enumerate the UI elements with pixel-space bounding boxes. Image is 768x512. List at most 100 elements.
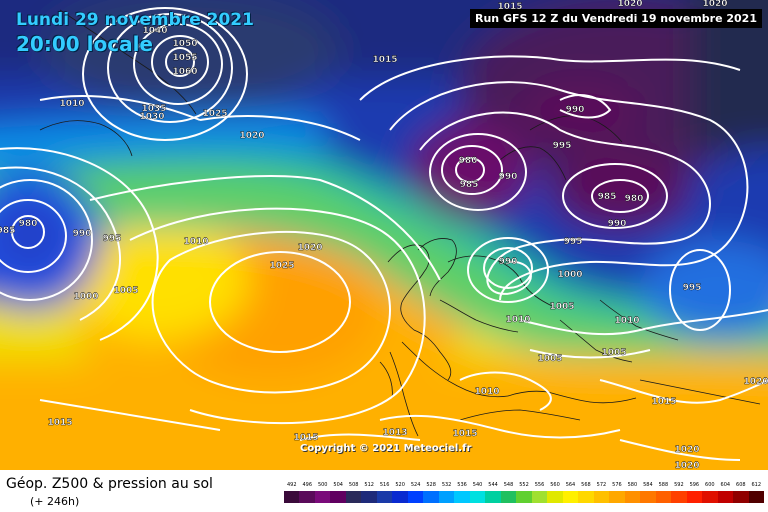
- forecast-date: Lundi 29 novembre 2021: [16, 10, 254, 30]
- isobar-label: 1050: [172, 39, 197, 49]
- scale-swatch: [655, 491, 672, 503]
- scale-label: 600: [705, 482, 715, 488]
- isobar-label: 995: [103, 234, 122, 244]
- scale-swatch: [717, 491, 734, 503]
- scale-swatch: [392, 491, 408, 503]
- scale-swatch: [733, 491, 749, 503]
- scale-label: 536: [457, 482, 467, 488]
- isobar-label: 1020: [297, 243, 322, 253]
- scale-label: 580: [627, 482, 638, 488]
- scale-swatch: [361, 491, 377, 503]
- isobar-label: 995: [683, 283, 702, 293]
- scale-swatch: [345, 491, 362, 503]
- isobar-label: 985: [0, 226, 15, 236]
- scale-swatch: [593, 491, 610, 503]
- isobar-label: 980: [19, 219, 38, 229]
- isobar-label: 1010: [183, 237, 208, 247]
- isobar-label: 1010: [614, 316, 639, 326]
- isobar-label: 1015: [293, 433, 318, 443]
- color-scale: 492 496 500 504 508 512 516 520 524 528 532 536 540 5…: [284, 480, 765, 506]
- scale-swatch: [407, 491, 424, 503]
- isobar-label: 1005: [549, 302, 574, 312]
- isobar-label: 990: [608, 219, 627, 229]
- isobar-label: 1020: [674, 445, 699, 455]
- scale-swatch: [469, 491, 486, 503]
- isobar-label: 980: [625, 194, 644, 204]
- color-scale-labels: 492 496 500 504 508 512 516 520 524 528 532 536 540 5…: [284, 480, 764, 490]
- scale-swatch: [547, 491, 563, 503]
- isobar-label: 990: [499, 257, 518, 267]
- scale-swatch: [454, 491, 470, 503]
- isobar-label: 1005: [113, 286, 138, 296]
- forecast-local-time: 20:00 locale: [16, 32, 153, 56]
- scale-label: 496: [302, 482, 312, 488]
- scale-swatch: [531, 491, 548, 503]
- isobar-label: 1000: [557, 270, 582, 280]
- scale-label: 524: [410, 482, 421, 488]
- isobar-label: 1025: [202, 109, 227, 119]
- isobar-label: 990: [73, 229, 92, 239]
- isobar-label: 1020: [617, 0, 642, 9]
- scale-label: 528: [426, 482, 436, 488]
- scale-label: 560: [550, 482, 560, 488]
- scale-label: 500: [317, 482, 328, 488]
- isobar-label: 1035: [141, 104, 166, 114]
- scale-swatch: [438, 491, 455, 503]
- isobar-label: 1005: [537, 354, 562, 364]
- isobar-label: 995: [564, 237, 583, 247]
- isobar-label: 1025: [269, 261, 294, 271]
- isobar-label: 1020: [674, 461, 699, 470]
- isobar-label: 1010: [59, 99, 84, 109]
- isobar-label: 985: [460, 180, 479, 190]
- scale-label: 492: [286, 482, 297, 488]
- isobar-label: 1015: [497, 2, 522, 12]
- scale-label: 532: [441, 482, 452, 488]
- isobar-label: 1015: [372, 55, 397, 65]
- isobar-label: 1015: [47, 418, 72, 428]
- isobar-label: 1030: [139, 112, 164, 122]
- scale-label: 596: [689, 482, 700, 488]
- scale-label: 552: [519, 482, 529, 488]
- scale-swatch: [748, 491, 765, 503]
- scale-swatch: [671, 491, 687, 503]
- isobar-label: 990: [566, 105, 585, 115]
- isobar-label: 1020: [743, 377, 768, 387]
- scale-swatch: [686, 491, 703, 503]
- copyright: Copyright © 2021 Meteociel.fr: [300, 443, 472, 454]
- geopotential-field: [0, 0, 768, 470]
- scale-swatch: [702, 491, 718, 503]
- scale-swatch: [609, 491, 625, 503]
- scale-label: 568: [581, 482, 591, 488]
- isobar-label: 1020: [239, 131, 264, 141]
- map-title: Géop. Z500 & pression au sol: [6, 476, 213, 492]
- scale-swatch: [423, 491, 439, 503]
- isobar-label: 1060: [172, 67, 197, 77]
- scale-label: 504: [333, 482, 343, 488]
- isobar-label: 1010: [474, 387, 499, 397]
- scale-label: 564: [565, 482, 576, 488]
- scale-swatch: [284, 491, 300, 503]
- scale-label: 508: [348, 482, 359, 488]
- forecast-range: (+ 246h): [30, 495, 80, 508]
- scale-swatch: [314, 491, 331, 503]
- scale-label: 604: [720, 482, 731, 488]
- scale-swatch: [299, 491, 315, 503]
- isobars: [0, 7, 768, 461]
- legend-bar: Géop. Z500 & pression au sol (+ 246h) 49…: [0, 470, 768, 512]
- scale-label: 516: [379, 482, 390, 488]
- scale-swatch: [330, 491, 346, 503]
- isobar-label: 1015: [651, 397, 676, 407]
- scale-label: 544: [488, 482, 498, 488]
- scale-label: 540: [472, 482, 483, 488]
- scale-label: 572: [596, 482, 607, 488]
- isobar-label: 1020: [702, 0, 727, 9]
- isobar-label: 1013: [382, 428, 407, 438]
- color-scale-swatches: [284, 491, 765, 503]
- scale-swatch: [640, 491, 656, 503]
- scale-swatch: [485, 491, 501, 503]
- scale-swatch: [624, 491, 641, 503]
- isobar-label: 1055: [172, 53, 197, 63]
- scale-swatch: [516, 491, 532, 503]
